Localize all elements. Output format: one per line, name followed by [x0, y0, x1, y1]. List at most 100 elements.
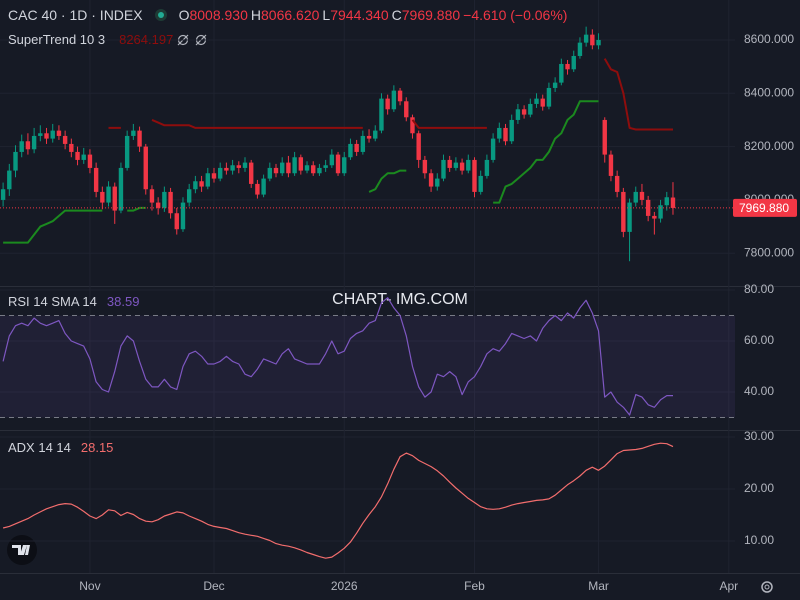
- y-tick-label: 7800.000: [744, 245, 794, 259]
- candle-body: [236, 165, 241, 168]
- plot: [0, 26, 735, 559]
- candle-body: [583, 34, 589, 43]
- candle-body: [286, 162, 291, 174]
- grid: [0, 0, 735, 573]
- candle-body: [360, 135, 366, 152]
- candle-body: [180, 202, 186, 230]
- indicator-value: 8264.197: [119, 32, 174, 47]
- candle-body: [571, 55, 576, 70]
- candle-body: [670, 197, 676, 208]
- candle-body: [93, 167, 99, 192]
- candle-body: [100, 191, 105, 203]
- y-tick-label: 20.00: [744, 481, 774, 495]
- indicator-label: SuperTrend 10 3: [8, 32, 106, 47]
- candle-body: [186, 189, 192, 203]
- y-tick-label: 40.00: [744, 384, 774, 398]
- candle-body: [224, 167, 229, 171]
- candle-body: [267, 167, 273, 179]
- candle-body: [317, 167, 322, 174]
- candle-body: [149, 189, 155, 203]
- candle-body: [106, 186, 111, 203]
- line-series: [108, 58, 673, 131]
- candle-body: [280, 162, 285, 174]
- y-tick-label: 30.00: [744, 429, 774, 443]
- candle-body: [242, 162, 248, 168]
- candle-body: [13, 151, 18, 171]
- candle-body: [379, 98, 384, 131]
- x-tick-label: Nov: [79, 579, 100, 593]
- settings-icon[interactable]: [761, 581, 773, 593]
- candle-body: [261, 178, 266, 195]
- last-price-label: 7969.880: [739, 201, 789, 215]
- candle-body: [255, 183, 260, 195]
- y-tick-label: 60.00: [744, 333, 774, 347]
- candle-body: [658, 205, 663, 219]
- candle-body: [614, 175, 620, 192]
- candle-body: [304, 165, 310, 171]
- candle-body: [441, 159, 446, 179]
- candle-body: [639, 191, 645, 200]
- candle-body: [174, 213, 179, 230]
- candle-body: [273, 167, 279, 174]
- candle-body: [397, 90, 403, 102]
- adx-legend: ADX 14 14 28.15: [8, 440, 119, 455]
- candle-body: [534, 98, 539, 104]
- candle-body: [249, 162, 254, 184]
- x-tick-label: Feb: [464, 579, 485, 593]
- last-price-box: [733, 198, 797, 217]
- candle-body: [298, 157, 304, 171]
- candle-body: [292, 157, 297, 174]
- indicator-value: 38.59: [106, 294, 140, 309]
- y-tick-label: 8600.000: [744, 32, 794, 46]
- watermark: CHART- IMG.COM: [332, 291, 468, 308]
- candle-body: [416, 133, 421, 160]
- candle-body: [31, 135, 37, 150]
- candle-body: [56, 130, 62, 136]
- candle-body: [137, 130, 142, 147]
- candle-body: [81, 154, 86, 160]
- candle-body: [608, 154, 614, 176]
- ohlc-value: 7969.880: [401, 7, 461, 23]
- candle-body: [323, 165, 328, 168]
- candle-body: [664, 197, 669, 206]
- y-tick-label: 10.00: [744, 533, 774, 547]
- candle-body: [50, 130, 55, 139]
- candle-body: [62, 135, 68, 144]
- candle-body: [497, 127, 502, 139]
- candle-body: [87, 154, 93, 168]
- candle-body: [552, 82, 558, 88]
- candle-body: [484, 159, 490, 176]
- candle-body: [577, 42, 583, 56]
- candle-body: [528, 103, 533, 115]
- indicator-value: 28.15: [80, 440, 114, 455]
- candle-body: [478, 175, 483, 192]
- y-tick-label: 80.00: [744, 282, 774, 296]
- x-tick-label: Mar: [588, 579, 609, 593]
- candle-body: [211, 173, 217, 179]
- candle-body: [69, 143, 74, 152]
- candle-body: [155, 202, 161, 208]
- candle-body: [428, 173, 434, 187]
- candle-body: [385, 98, 390, 110]
- candle-body: [590, 34, 595, 46]
- candle-body: [565, 63, 570, 70]
- logo: [7, 535, 37, 565]
- status-dot: [154, 9, 167, 21]
- candle-body: [627, 202, 632, 232]
- candle-body: [230, 165, 235, 171]
- candle-body: [75, 151, 80, 160]
- indicator-label: RSI 14 SMA 14: [8, 294, 97, 309]
- candle-body: [311, 165, 316, 174]
- indicator-label: ADX 14 14: [8, 440, 71, 455]
- candle-body: [447, 159, 452, 168]
- candle-body: [205, 173, 210, 187]
- x-tick-label: Apr: [719, 579, 738, 593]
- candle-body: [348, 143, 353, 158]
- candle-body: [342, 157, 347, 174]
- y-tick-label: 8400.000: [744, 85, 794, 99]
- candle-body: [373, 130, 378, 139]
- supertrend-legend: SuperTrend 10 3 8264.197: [8, 32, 179, 47]
- line-series: [2, 442, 674, 559]
